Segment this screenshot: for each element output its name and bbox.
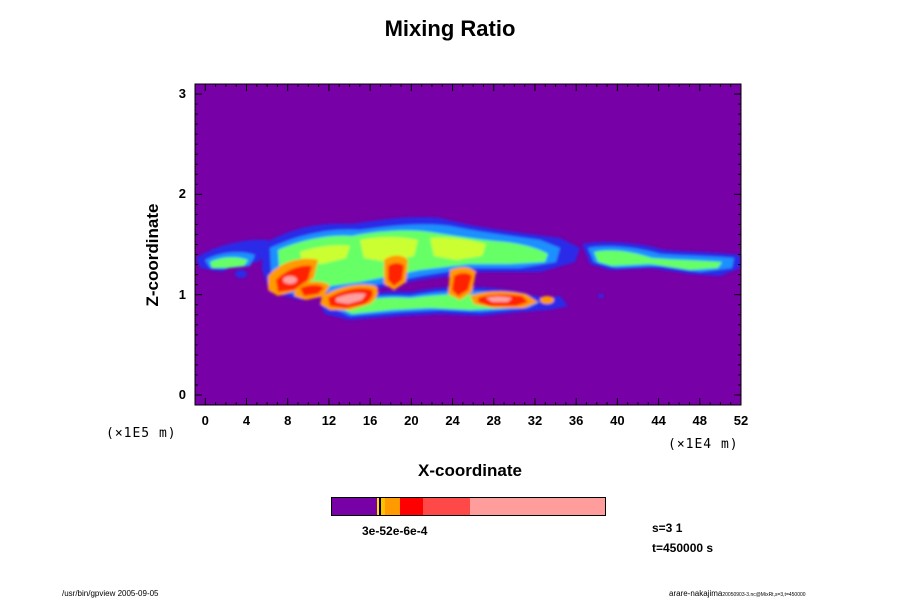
colorbar-segment [377, 498, 379, 515]
y-tick-label: 1 [178, 286, 186, 302]
x-tick-label: 32 [527, 413, 543, 428]
x-tick-label: 8 [284, 413, 292, 428]
footer-right: arare-nakajima20050903-3.nc@MixRt,s=3,t=… [669, 589, 806, 598]
x-tick-label: 4 [242, 413, 251, 428]
x-tick-label: 12 [321, 413, 337, 428]
y-tick-label: 0 [178, 386, 186, 402]
colorbar-segment [379, 498, 381, 515]
x-tick-label: 52 [733, 413, 749, 428]
x-tick-label: 24 [445, 413, 460, 428]
cloud-field [196, 217, 740, 320]
x-tick-label: 36 [568, 413, 584, 428]
colorbar [331, 497, 606, 516]
x-tick-label: 16 [362, 413, 378, 428]
x-scale-note: (×1E4 m) [668, 437, 739, 452]
x-tick-label: 40 [610, 413, 625, 428]
footer-right-main: arare-nakajima [669, 589, 723, 598]
colorbar-segment [423, 498, 470, 515]
x-tick-label: 44 [651, 413, 666, 428]
y-axis-label: Z-coordinate [143, 203, 162, 307]
colorbar-segment [470, 498, 605, 515]
colorbar-segment [381, 498, 385, 515]
x-tick-label: 48 [692, 413, 708, 428]
x-tick-label: 20 [404, 413, 419, 428]
cloud-pink-layer [283, 276, 512, 304]
y-tick-label: 3 [178, 86, 186, 102]
x-tick-label: 28 [486, 413, 501, 428]
colorbar-labels: 3e-52e-6e-4 [362, 524, 428, 538]
x-axis-label: X-coordinate [418, 461, 522, 480]
plot-area [194, 83, 742, 406]
annotation-t: t=450000 s [652, 541, 714, 555]
x-tick-label: 0 [201, 413, 209, 428]
colorbar-segment [400, 498, 423, 515]
y-tick-label: 2 [178, 186, 186, 202]
colorbar-segment [332, 498, 377, 515]
y-scale-note: (×1E5 m) [106, 426, 177, 441]
annotation-s: s=3 1 [652, 521, 683, 535]
footer-right-sub: 20050903-3.nc@MixRt,s=3,t=450000 [722, 592, 806, 598]
colorbar-segment [385, 498, 400, 515]
axis-tick-marks [195, 84, 742, 405]
footer-left: /usr/bin/gpview 2005-09-05 [62, 589, 159, 598]
chart-title: Mixing Ratio [384, 16, 516, 41]
